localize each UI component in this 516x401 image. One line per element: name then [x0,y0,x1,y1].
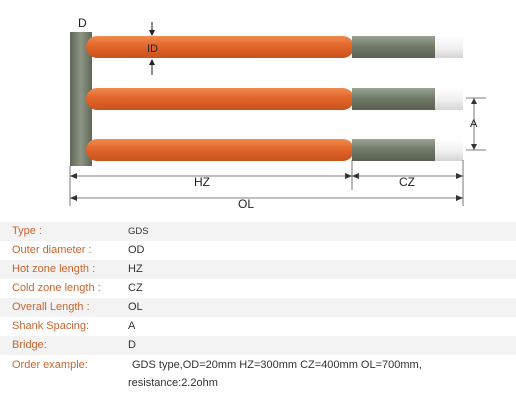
hot-zone [86,139,354,161]
spec-row-hot-zone-length: Hot zone length : HZ [0,260,516,279]
spec-label: Bridge: [12,339,47,351]
spec-label: Hot zone length : [12,263,96,275]
ol-dimension [70,195,463,201]
cz-dimension [352,173,463,179]
spec-label: Outer diameter : [12,244,92,256]
hot-zone [86,36,354,58]
label-cz: CZ [399,175,415,189]
spec-row-shank-spacing: Shank Spacing: A [0,317,516,336]
spec-row-outer-diameter: Outer diameter : OD [0,241,516,260]
hot-zone [86,88,354,110]
rod-2 [86,88,463,110]
heating-element-diagram: D ID A HZ CZ OL [69,16,486,211]
cold-zone [352,36,436,58]
spec-label: Shank Spacing: [12,320,90,332]
rod-3 [86,139,463,161]
rod-tip [435,88,463,110]
spec-value: HZ [128,263,143,275]
label-ol: OL [238,197,254,211]
spec-value: D [128,339,136,351]
label-d: D [78,16,87,30]
spec-value: A [128,320,136,332]
cold-zone [352,139,436,161]
hz-dimension [70,173,352,179]
rod-tip [435,139,463,161]
spec-value: OD [128,244,145,256]
spec-label: Overall Length : [12,301,90,313]
spec-label: Order example: [12,359,88,371]
bridge [70,32,92,166]
rod-1 [86,36,463,58]
spec-label: Cold zone length : [12,282,101,294]
spec-value: OL [128,301,143,313]
spec-value: GDS [128,226,149,237]
spec-value: GDS type,OD=20mm HZ=300mm CZ=400mm OL=70… [128,356,508,392]
spec-row-bridge: Bridge: D [0,336,516,355]
spec-row-cold-zone-length: Cold zone length : CZ [0,279,516,298]
order-example-line-2: resistance:2.2ohm [128,377,218,389]
id-dimension [149,22,155,75]
a-dimension [466,97,486,151]
spec-label: Type : [12,225,42,237]
spec-value: CZ [128,282,143,294]
spec-row-overall-length: Overall Length : OL [0,298,516,317]
label-hz: HZ [194,175,210,189]
rod-tip [435,36,463,58]
label-a: A [470,118,478,130]
order-example-line-1: GDS type,OD=20mm HZ=300mm CZ=400mm OL=70… [132,359,422,371]
cold-zone [352,88,436,110]
spec-row-type: Type : GDS [0,222,516,241]
spec-row-order-example: Order example: GDS type,OD=20mm HZ=300mm… [0,356,516,398]
label-id: ID [147,43,158,55]
